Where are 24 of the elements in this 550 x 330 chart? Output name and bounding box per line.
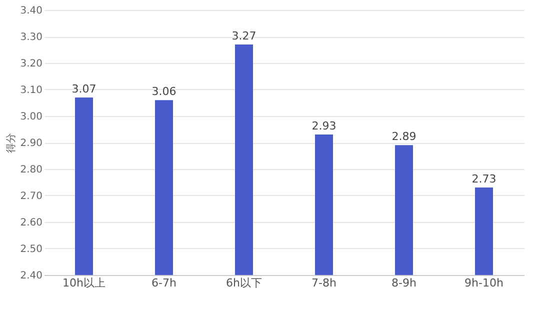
x-tick-label: 9h-10h	[464, 276, 504, 290]
data-label: 3.27	[232, 29, 256, 42]
data-label: 2.73	[472, 172, 496, 186]
y-tick-label: 2.60	[20, 218, 42, 228]
y-tick-label: 3.20	[20, 58, 42, 70]
y-tick-label: 2.70	[20, 191, 42, 202]
x-tick-label: 7-8h	[312, 276, 336, 290]
data-label: 2.93	[312, 120, 336, 133]
y-tick-label: 2.80	[20, 164, 42, 176]
y-tick-label: 3.10	[20, 85, 42, 96]
y-tick-label: 2.40	[20, 270, 42, 282]
x-tick-label: 8-9h	[392, 276, 416, 290]
y-tick-label: 3.30	[20, 32, 42, 43]
data-label: 2.89	[392, 130, 416, 144]
data-label: 3.07	[72, 82, 96, 96]
x-tick-label: 6-7h	[152, 276, 176, 290]
x-tick-label: 6h以下	[226, 276, 262, 290]
y-tick-label: 2.50	[20, 244, 42, 255]
y-tick-label: 2.90	[20, 138, 42, 149]
y-axis-title: 得分	[5, 133, 18, 153]
y-tick-label: 3.40	[20, 6, 42, 16]
y-tick-label: 3.00	[20, 112, 42, 122]
x-tick-label: 10h以上	[62, 276, 106, 290]
data-label: 3.06	[152, 85, 176, 98]
